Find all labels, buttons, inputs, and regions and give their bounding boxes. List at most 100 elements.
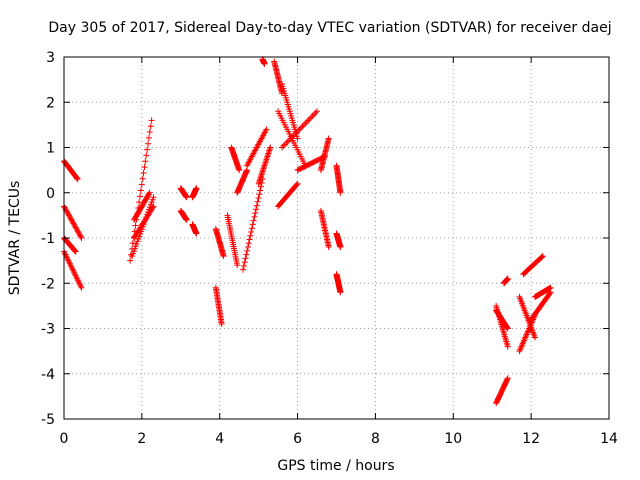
data-point-4-17	[142, 158, 149, 165]
data-point-17-13	[250, 217, 257, 224]
y-tick-label: 0	[46, 186, 55, 202]
x-tick-label: 0	[60, 431, 69, 447]
data-point-24-20	[308, 114, 315, 121]
data-point-30-24	[337, 244, 344, 251]
data-point-24-24	[314, 108, 321, 115]
data-point-17-5	[244, 247, 251, 254]
data-point-24-3	[283, 139, 290, 146]
data-point-31-24	[337, 289, 344, 296]
x-tick-label: 6	[293, 431, 302, 447]
y-tick-label: 1	[46, 141, 55, 157]
data-point-4-13	[138, 181, 145, 188]
data-point-6-23	[145, 190, 152, 197]
data-point-1-11	[69, 217, 76, 224]
data-point-7-24	[150, 203, 157, 210]
data-point-0-23	[74, 175, 81, 182]
data-point-1-19	[74, 228, 81, 235]
data-point-1-14	[71, 221, 78, 228]
data-point-1-1	[61, 204, 68, 211]
data-point-15-24	[236, 167, 243, 174]
data-point-17-22	[257, 183, 264, 190]
data-point-4-16	[141, 164, 148, 171]
data-point-25-24	[294, 180, 301, 187]
data-point-1-5	[64, 209, 71, 216]
data-point-10-24	[193, 185, 200, 192]
data-point-27-24	[325, 135, 332, 142]
data-point-4-20	[145, 140, 152, 147]
x-tick-label: 12	[522, 431, 540, 447]
data-points	[61, 56, 554, 407]
data-point-35-24	[504, 275, 511, 282]
x-tick-label: 10	[444, 431, 462, 447]
data-point-17-12	[249, 221, 256, 228]
data-point-1-22	[77, 232, 84, 239]
data-point-9-24	[183, 216, 190, 223]
data-point-4-23	[147, 123, 154, 130]
chart-title: Day 305 of 2017, Sidereal Day-to-day VTE…	[48, 20, 611, 36]
data-point-24-16	[302, 120, 309, 127]
data-point-24-21	[309, 112, 316, 119]
data-point-34-24	[504, 375, 511, 382]
data-point-1-21	[76, 231, 83, 238]
data-point-17-1	[240, 262, 247, 269]
data-point-17-2	[241, 259, 248, 266]
data-point-28-24	[325, 244, 332, 251]
data-point-17-17	[253, 202, 260, 209]
y-tick-label: -1	[41, 231, 55, 247]
data-point-5-24	[150, 194, 157, 201]
data-point-12-24	[218, 320, 225, 327]
data-point-24-23	[312, 109, 319, 116]
y-tick-label: 2	[46, 95, 55, 111]
data-point-19-24	[267, 144, 274, 151]
data-point-17-6	[244, 244, 251, 251]
data-point-4-6	[132, 222, 139, 229]
data-point-17-8	[246, 236, 253, 243]
data-point-6-24	[146, 189, 153, 196]
data-point-24-0	[279, 144, 285, 151]
data-point-17-4	[243, 251, 250, 258]
data-point-24-14	[299, 123, 306, 130]
data-point-17-3	[242, 255, 249, 262]
data-point-24-15	[300, 121, 307, 128]
y-axis-label: SDTVAR / TECUs	[7, 181, 23, 296]
y-tick-label: -5	[41, 412, 55, 428]
data-point-1-24	[78, 235, 85, 241]
data-point-40-24	[547, 284, 554, 291]
data-point-24-22	[311, 111, 318, 118]
data-point-1-15	[71, 223, 78, 230]
data-point-1-18	[74, 227, 81, 234]
data-point-4-12	[137, 187, 144, 194]
data-point-1-17	[73, 225, 80, 232]
data-point-8-24	[183, 194, 190, 201]
data-point-2-24	[78, 284, 85, 291]
data-point-38-23	[539, 253, 546, 260]
data-point-1-10	[68, 216, 75, 223]
data-point-17-9	[247, 232, 254, 239]
data-point-1-13	[70, 220, 77, 227]
data-point-24-2	[281, 141, 288, 148]
data-point-1-23	[77, 233, 84, 240]
data-point-24-18	[305, 117, 312, 124]
data-point-1-20	[75, 229, 82, 236]
data-point-1-2	[62, 205, 69, 212]
data-point-18-24	[263, 126, 270, 133]
data-point-20-24	[261, 60, 268, 67]
data-point-17-21	[257, 187, 264, 194]
data-point-33-24	[504, 325, 511, 332]
data-point-4-19	[144, 146, 151, 153]
x-axis-label: GPS time / hours	[277, 458, 394, 474]
data-point-17-15	[252, 210, 259, 217]
data-point-23-24	[294, 135, 301, 142]
data-point-14-24	[234, 262, 241, 269]
data-point-4-24	[148, 117, 155, 124]
data-point-17-18	[254, 198, 261, 205]
y-tick-label: 3	[46, 50, 55, 66]
data-point-1-9	[67, 215, 74, 222]
data-point-4-15	[140, 169, 147, 176]
data-point-4-21	[145, 134, 152, 141]
data-point-17-0	[240, 266, 247, 273]
data-point-4-3	[129, 240, 136, 247]
data-point-32-24	[504, 343, 511, 350]
